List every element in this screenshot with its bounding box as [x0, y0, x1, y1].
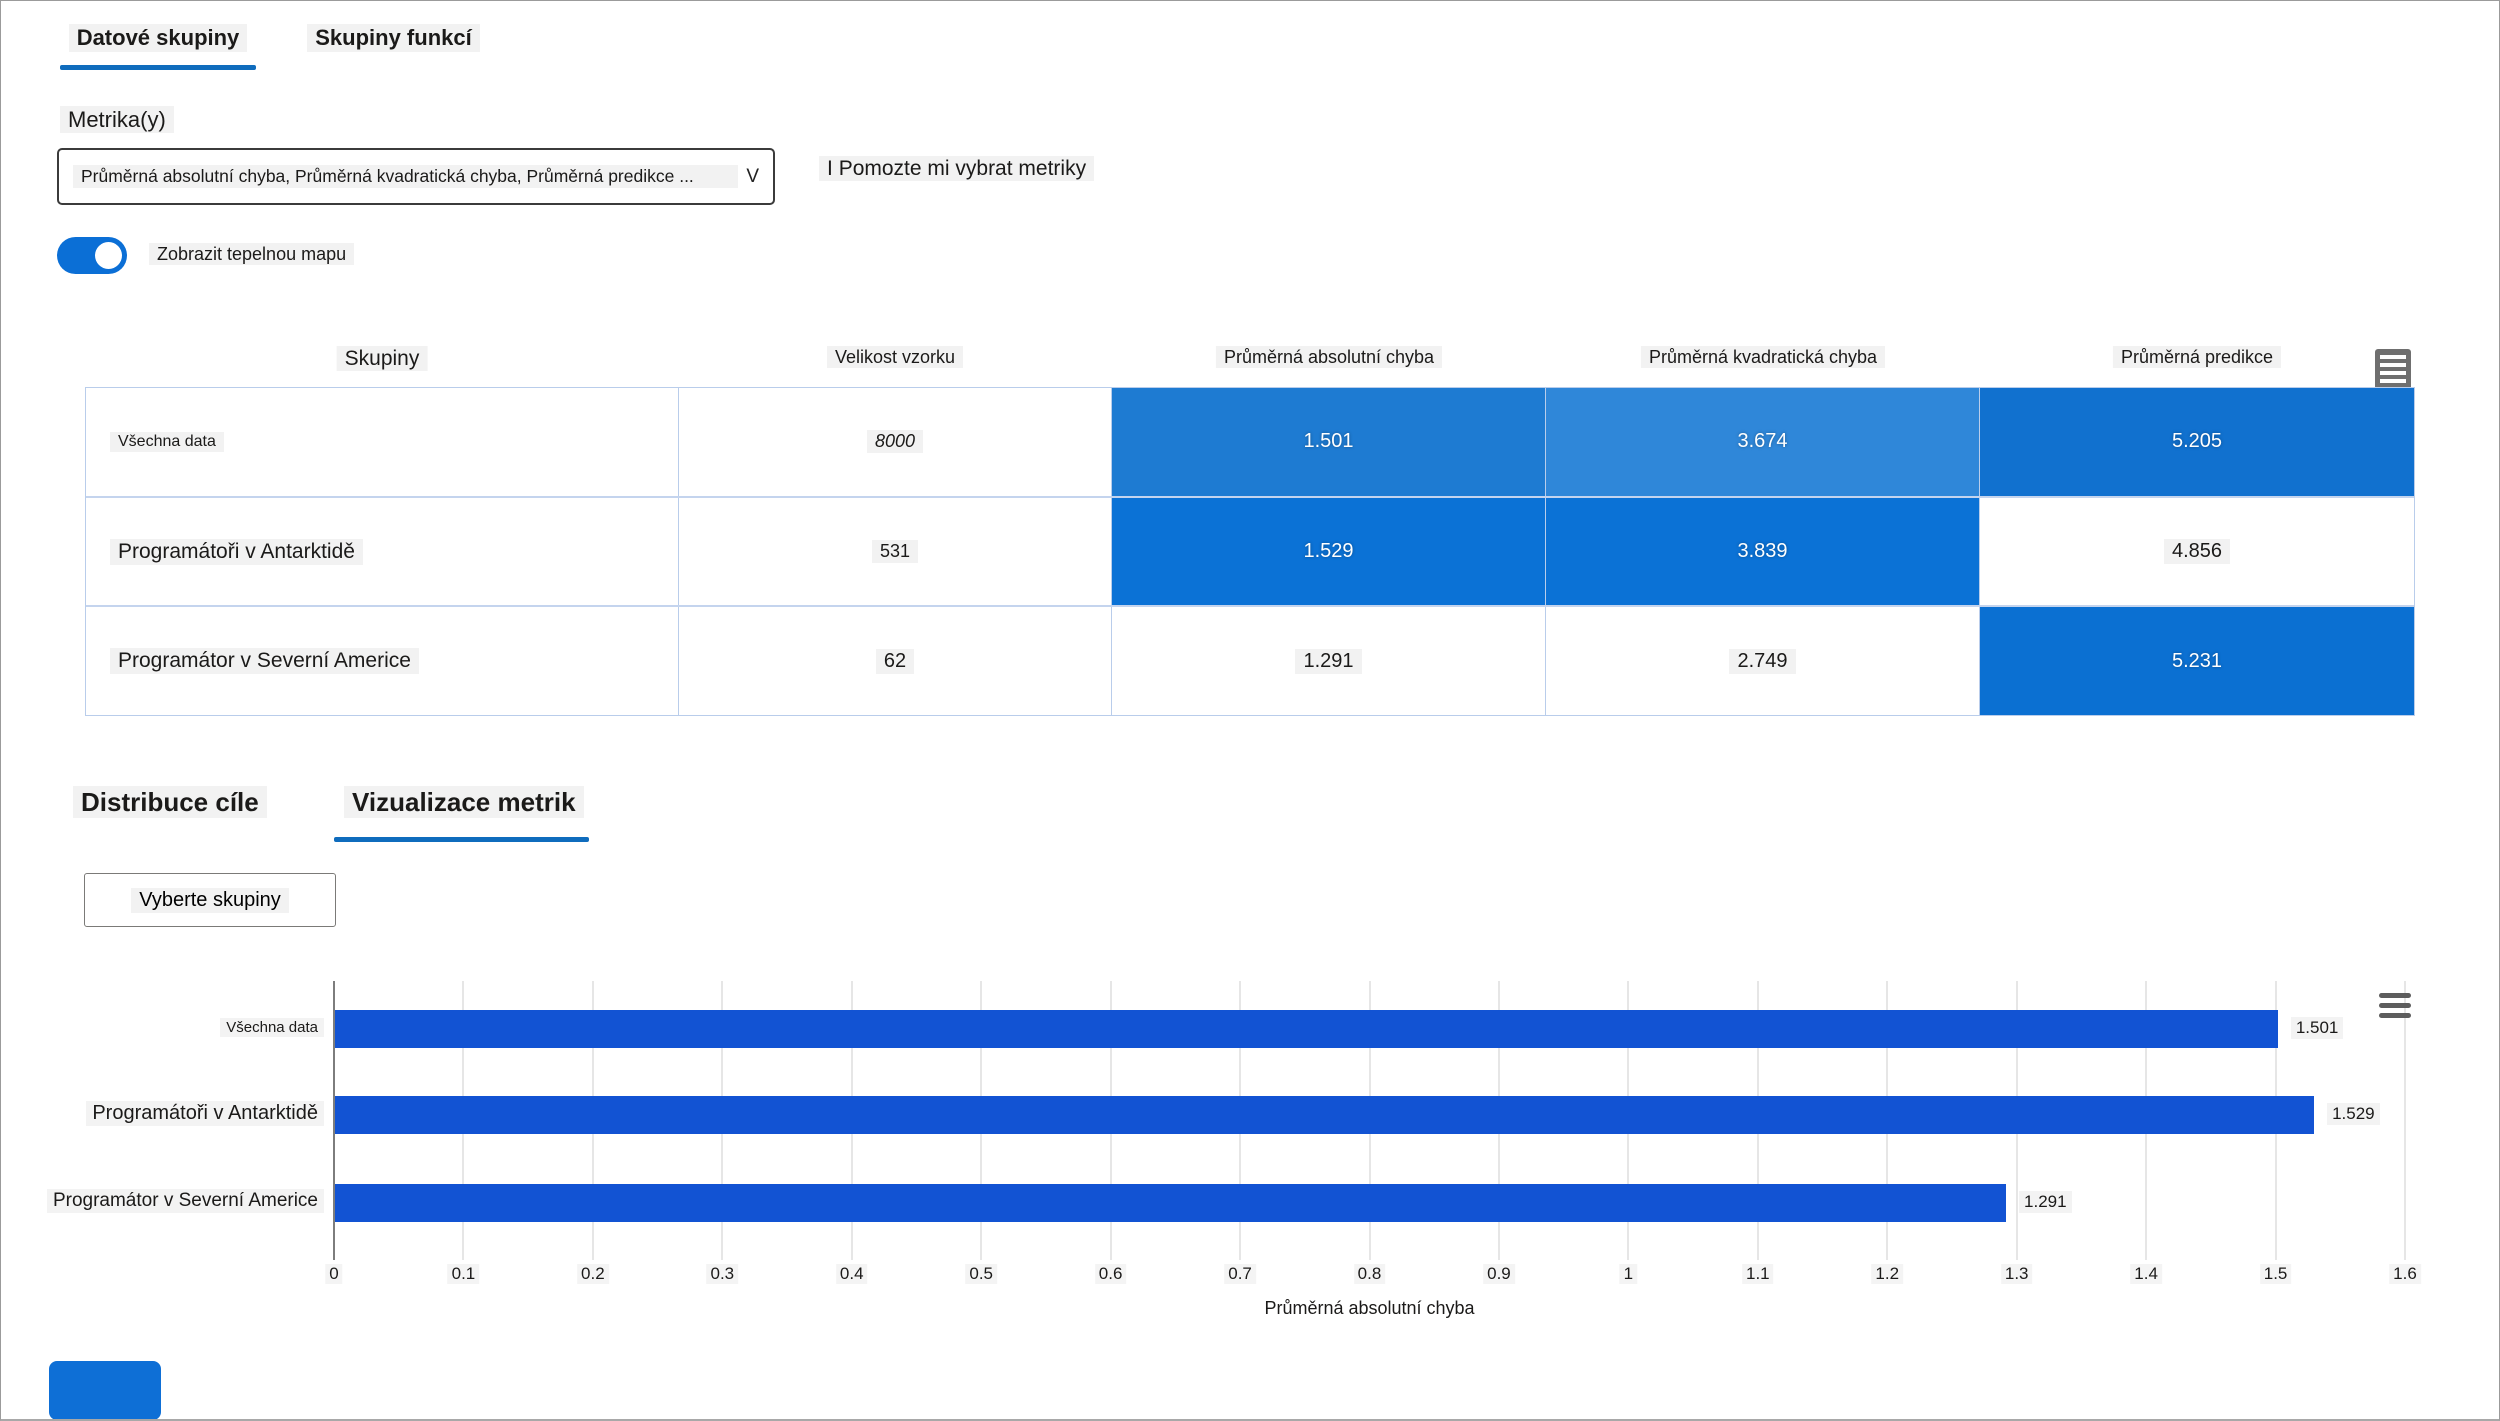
table-row: Všechna data 8000 1.501 3.674 5.205 — [86, 388, 2414, 498]
metric-value: 1.529 — [1303, 540, 1354, 562]
selected-tab-underline — [60, 65, 256, 70]
x-axis-tick-label: 0.7 — [1224, 1264, 1256, 1284]
bar-value-label: 1.291 — [2019, 1191, 2072, 1213]
cohort-name-cell[interactable]: Programátor v Severní Americe — [86, 607, 679, 716]
bar-category-label: Všechna data — [220, 1018, 324, 1038]
metrics-field-label: Metrika(y) — [60, 106, 174, 133]
metric-value: 4.856 — [2163, 539, 2231, 564]
gridline — [333, 981, 335, 1260]
metric-heat-cell: 4.856 — [1980, 497, 2414, 606]
tab-vizualizace-metrik-label: Vizualizace metrik — [344, 786, 584, 818]
bar-category-label: Programátoři v Antarktidě — [86, 1100, 324, 1126]
tab-distribuce-cile-label: Distribuce cíle — [73, 786, 267, 818]
chart-bar[interactable] — [335, 1010, 2278, 1048]
heatmap-toggle[interactable] — [57, 237, 127, 274]
column-header-1: Skupiny — [336, 346, 428, 371]
x-axis-tick-label: 1 — [1619, 1264, 1638, 1284]
metric-heat-cell: 3.839 — [1546, 497, 1980, 606]
metric-heat-cell: 1.501 — [1112, 388, 1546, 496]
cohort-name: Programátoři v Antarktidě — [110, 538, 363, 565]
metric-value: 1.291 — [1295, 648, 1362, 674]
info-icon: I — [827, 157, 833, 180]
x-axis-tick-label: 1.3 — [2000, 1264, 2033, 1284]
metric-heat-cell: 1.291 — [1112, 607, 1546, 716]
table-details-icon[interactable] — [2375, 349, 2411, 391]
column-header-5: Průměrná predikce — [2112, 346, 2282, 368]
sample-size-cell: 8000 — [679, 388, 1112, 496]
tab-datove-skupiny-label: Datové skupiny — [68, 24, 248, 52]
cohort-metrics-table: Všechna data 8000 1.501 3.674 5.205 Programát… — [85, 387, 2415, 716]
column-header-2: Velikost vzorku — [826, 346, 964, 368]
sample-size-cell: 531 — [679, 497, 1112, 606]
bottom-left-blue-button[interactable] — [49, 1361, 161, 1419]
cohort-name: Programátor v Severní Americe — [110, 648, 419, 675]
x-axis-title: Průměrná absolutní chyba — [1264, 1298, 1475, 1318]
cohort-name: Všechna data — [110, 431, 224, 452]
x-axis-tick-label: 0.9 — [1483, 1264, 1515, 1284]
help-choose-metrics-label: Pomozte mi vybrat metriky — [838, 157, 1087, 180]
x-axis-tick-label: 0.2 — [577, 1264, 609, 1284]
select-cohorts-label: Vyberte skupiny — [131, 887, 289, 913]
metric-heat-cell: 5.231 — [1980, 607, 2414, 716]
x-axis-tick-label: 0.1 — [447, 1264, 480, 1284]
gridline — [2404, 981, 2406, 1260]
metric-heat-cell: 5.205 — [1980, 388, 2414, 496]
help-choose-metrics-button[interactable]: I Pomozte mi vybrat metriky — [819, 156, 1095, 181]
sample-size-value: 62 — [875, 648, 915, 674]
metric-value: 5.205 — [2171, 430, 2223, 453]
chart-menu-icon[interactable] — [2379, 993, 2411, 1019]
x-axis-tick-label: 1.6 — [2389, 1264, 2421, 1284]
metric-value: 3.839 — [1737, 540, 1788, 562]
bar-value-label: 1.529 — [2327, 1103, 2380, 1125]
tab-vizualizace-metrik[interactable]: Vizualizace metrik — [344, 786, 584, 818]
selected-lower-tab-underline — [334, 837, 589, 842]
tab-datove-skupiny[interactable]: Datové skupiny — [60, 21, 256, 55]
chevron-down-icon: V — [746, 165, 759, 187]
tab-skupiny-funkci-label: Skupiny funkcí — [307, 24, 480, 52]
x-axis-tick-label: 0.8 — [1353, 1264, 1386, 1284]
x-axis-tick-label: 0.5 — [965, 1264, 998, 1284]
table-row: Programátoři v Antarktidě 531 1.529 3.839 4.… — [86, 497, 2414, 608]
bar-category-label: Programátor v Severní Americe — [46, 1189, 324, 1214]
cohort-name-cell[interactable]: Programátoři v Antarktidě — [86, 497, 679, 606]
sample-size-value: 8000 — [866, 430, 924, 454]
metric-heat-cell: 3.674 — [1546, 388, 1980, 496]
metrics-dropdown[interactable]: Průměrná absolutní chyba, Průměrná kvadr… — [57, 148, 775, 205]
x-axis-tick-label: 0.6 — [1094, 1264, 1127, 1284]
x-axis-tick-label: 1.4 — [2130, 1264, 2162, 1284]
x-axis-tick-label: 0 — [325, 1264, 343, 1284]
table-row: Programátor v Severní Americe 62 1.291 2.74… — [86, 607, 2414, 716]
x-axis-tick-label: 0.4 — [835, 1264, 868, 1284]
sample-size-cell: 62 — [679, 607, 1112, 716]
metric-value: 1.501 — [1303, 430, 1354, 453]
metric-value: 3.674 — [1737, 430, 1788, 453]
x-axis-tick-label: 1.5 — [2259, 1264, 2292, 1284]
x-axis-tick-label: 0.3 — [706, 1264, 739, 1284]
column-header-3: Průměrná absolutní chyba — [1215, 346, 1443, 368]
x-axis-tick-label: 1.1 — [1741, 1264, 1774, 1284]
tab-distribuce-cile[interactable]: Distribuce cíle — [73, 786, 267, 818]
tab-skupiny-funkci[interactable]: Skupiny funkcí — [301, 21, 486, 55]
x-axis-tick-label: 1.2 — [1871, 1264, 1904, 1284]
metric-value: 2.749 — [1729, 648, 1796, 674]
metric-heat-cell: 1.529 — [1112, 497, 1546, 606]
heatmap-toggle-label: Zobrazit tepelnou mapu — [149, 243, 355, 265]
toggle-knob — [95, 242, 122, 269]
chart-bar[interactable] — [335, 1184, 2007, 1222]
chart-bar[interactable] — [335, 1096, 2315, 1134]
sample-size-value: 531 — [871, 540, 919, 563]
cohort-name-cell[interactable]: Všechna data — [86, 388, 679, 496]
metric-value: 5.231 — [2171, 649, 2223, 672]
metric-heat-cell: 2.749 — [1546, 607, 1980, 716]
select-cohorts-button[interactable]: Vyberte skupiny — [84, 873, 336, 927]
bar-value-label: 1.501 — [2290, 1017, 2344, 1039]
metrics-dropdown-value: Průměrná absolutní chyba, Průměrná kvadr… — [73, 165, 739, 188]
column-header-4: Průměrná kvadratická chyba — [1640, 346, 1886, 368]
